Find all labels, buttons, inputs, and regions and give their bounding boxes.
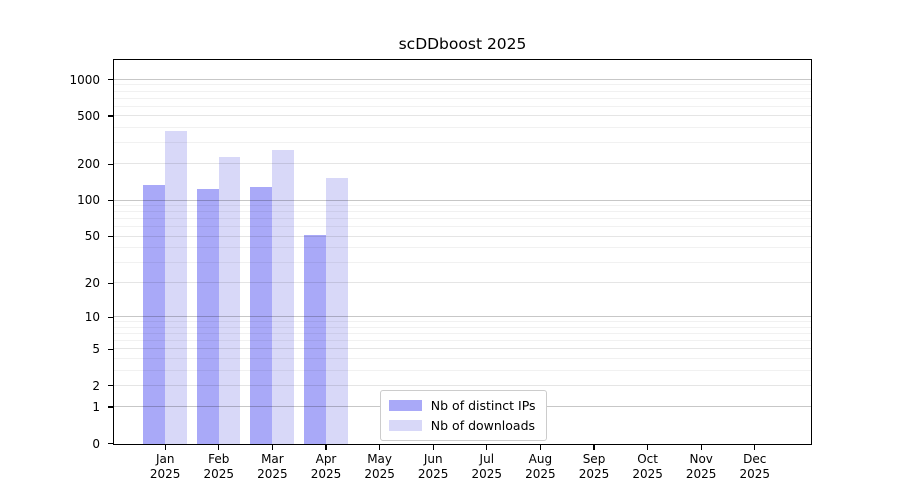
y-tick-label-1: 1 [92,399,100,414]
gridline-400 [113,127,811,129]
x-tick-label-sep: Sep 2025 [578,452,610,481]
x-tick-mark-jan [164,445,166,450]
x-tick-label-dec: Dec 2025 [739,452,771,481]
x-tick-label-jan: Jan 2025 [149,452,181,481]
y-tick-mark-500 [108,115,113,117]
x-tick-label-nov: Nov 2025 [685,452,717,481]
x-tick-label-jul: Jul 2025 [471,452,503,481]
plot-area: Nb of distinct IPs Nb of downloads [112,58,812,445]
y-tick-mark-2 [108,385,113,387]
bar-jan-downloads [164,130,187,444]
y-tick-mark-1 [108,406,113,408]
y-tick-mark-5 [108,348,113,350]
y-tick-label-5: 5 [92,342,100,357]
y-tick-mark-1000 [108,78,113,81]
x-tick-label-jun: Jun 2025 [417,452,449,481]
y-tick-mark-200 [108,163,113,165]
legend-swatch-downloads-icon [388,419,422,431]
legend-swatch-distinct-ips-icon [388,399,422,411]
legend-item-downloads: Nb of downloads [388,417,536,433]
x-tick-label-feb: Feb 2025 [203,452,235,481]
legend-label-downloads: Nb of downloads [430,417,536,433]
y-tick-label-2: 2 [92,378,100,393]
y-tick-mark-100 [108,199,113,201]
y-tick-label-10: 10 [84,310,100,325]
bar-apr-distinct-ips [303,235,326,444]
bar-jan-distinct-ips [143,184,165,444]
y-tick-label-100: 100 [77,193,100,208]
x-tick-mark-feb [218,445,220,450]
y-tick-label-20: 20 [84,276,100,291]
x-tick-mark-nov [700,445,702,450]
x-tick-mark-oct [647,445,649,450]
gridline-300 [113,142,811,144]
chart-title: scDDboost 2025 [398,35,527,53]
x-tick-label-may: May 2025 [364,452,395,481]
legend-label-distinct-ips: Nb of distinct IPs [430,397,536,413]
y-tick-label-0: 0 [92,436,100,451]
x-tick-label-mar: Mar 2025 [257,452,288,481]
gridline-1000 [113,78,811,80]
y-tick-label-500: 500 [77,109,100,123]
y-tick-mark-10 [108,316,113,318]
gridline-500 [113,115,811,117]
y-tick-mark-50 [108,235,113,237]
bar-feb-distinct-ips [196,188,219,444]
x-tick-label-oct: Oct 2025 [632,452,663,481]
y-tick-label-1000: 1000 [69,72,100,87]
bar-apr-downloads [325,177,348,444]
y-tick-label-200: 200 [77,157,100,172]
x-tick-mark-jun [432,445,434,450]
legend: Nb of distinct IPs Nb of downloads [379,389,547,441]
x-tick-mark-sep [593,445,595,450]
x-tick-mark-may [379,445,381,450]
y-tick-mark-0 [108,442,113,445]
bar-mar-distinct-ips [250,186,273,444]
x-tick-mark-apr [325,445,327,450]
bar-mar-downloads [272,150,294,444]
x-tick-mark-jul [486,445,488,450]
x-tick-label-apr: Apr 2025 [310,452,342,481]
x-tick-label-aug: Aug 2025 [525,452,556,481]
x-tick-mark-mar [271,445,273,450]
x-tick-mark-dec [754,445,756,450]
gridline-900 [113,84,811,86]
legend-item-distinct-ips: Nb of distinct IPs [388,397,536,413]
bar-feb-downloads [218,157,241,444]
gridline-800 [113,90,811,92]
x-tick-mark-aug [539,445,541,450]
y-tick-label-50: 50 [84,229,100,244]
gridline-600 [113,105,811,107]
gridline-700 [113,97,811,99]
y-tick-mark-20 [108,282,113,284]
